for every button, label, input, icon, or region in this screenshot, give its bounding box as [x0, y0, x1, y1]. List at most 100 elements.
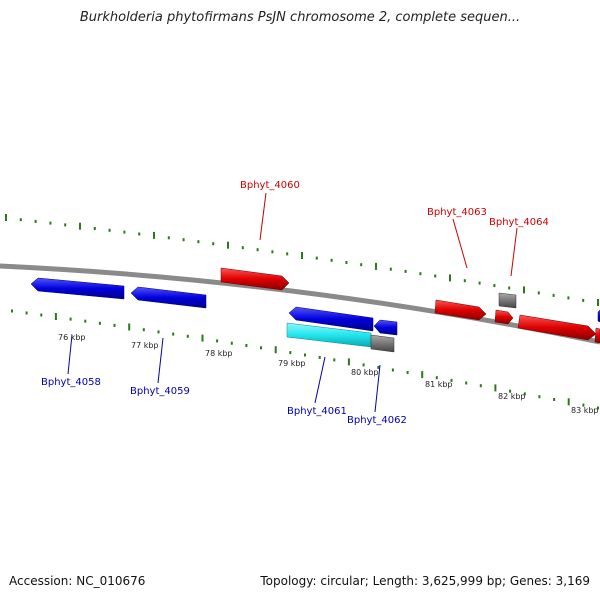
upper-track-minor-tick [360, 263, 363, 267]
gene-Bphyt_4063[interactable] [434, 299, 487, 321]
upper-track-minor-tick [404, 269, 407, 273]
upper-track-major-tick [79, 222, 81, 230]
upper-track-minor-tick [212, 242, 215, 246]
upper-track-major-tick [301, 252, 303, 259]
upper-track-major-tick [227, 241, 229, 249]
chromosome-backbone [0, 263, 600, 345]
lower-track-minor-tick [523, 392, 526, 396]
label-Bphyt_4064[interactable]: Bphyt_4064 [489, 217, 549, 228]
lower-track-minor-tick [406, 371, 409, 374]
upper-track-minor-tick [197, 240, 200, 244]
lower-track-minor-tick [391, 368, 394, 372]
label-Bphyt_4062[interactable]: Bphyt_4062 [347, 415, 407, 426]
lower-track-minor-tick [538, 395, 541, 399]
upper-track-minor-tick [271, 250, 274, 254]
lower-track-minor-tick [304, 353, 306, 357]
gene-Bphyt_4063-feature[interactable] [498, 292, 517, 309]
upper-track-minor-tick [19, 218, 22, 222]
lower-track-minor-tick [230, 341, 233, 345]
gene-features[interactable] [30, 267, 600, 353]
label-Bphyt_4059[interactable]: Bphyt_4059 [130, 386, 190, 397]
upper-track-minor-tick [167, 236, 170, 240]
upper-track-major-tick [5, 214, 7, 221]
gene-Bphyt_4062-feature[interactable] [370, 334, 395, 353]
gene-Bphyt_4059[interactable] [130, 286, 207, 309]
scale-label: 81 kbp [425, 380, 453, 389]
lower-track-minor-tick [597, 406, 599, 410]
lower-track-major-tick [494, 384, 497, 392]
gene-Bphyt_4061[interactable] [288, 306, 374, 332]
lower-track-minor-tick [582, 403, 585, 407]
upper-track-minor-tick [419, 272, 422, 276]
upper-track-minor-tick [123, 230, 126, 234]
upper-track-minor-tick [49, 221, 52, 225]
label-Bphyt_4061[interactable]: Bphyt_4061 [287, 406, 347, 417]
gene-Bphyt_4060[interactable] [220, 267, 290, 291]
connector-Bphyt_4062 [374, 364, 381, 413]
upper-track-minor-tick [182, 238, 185, 242]
lower-track-minor-tick [245, 344, 248, 347]
upper-track-major-tick [153, 231, 155, 239]
gene-next-forward[interactable] [517, 314, 597, 341]
accession-info: Accession: NC_010676 [9, 574, 146, 588]
gene-labels: Bphyt_4058 Bphyt_4059 Bphyt_4060 Bphyt_4… [41, 180, 549, 426]
scale-label: 83 kbp [571, 406, 599, 415]
lower-track-major-tick [347, 358, 350, 366]
gene-next-forward-2[interactable] [594, 327, 600, 344]
lower-track-minor-tick [98, 321, 101, 325]
lower-track-minor-tick [69, 317, 72, 321]
upper-track-minor-tick [345, 261, 348, 264]
lower-track-minor-tick [216, 339, 219, 343]
label-Bphyt_4058[interactable]: Bphyt_4058 [41, 377, 101, 388]
gene-Bphyt_4064[interactable] [494, 309, 514, 325]
upper-track-major-tick [523, 286, 525, 294]
lower-track-minor-tick [172, 332, 175, 336]
lower-track-minor-tick [142, 328, 145, 332]
lower-track-minor-tick [465, 381, 468, 385]
lower-track-major-tick [274, 346, 277, 354]
scale-label: 78 kbp [205, 349, 233, 358]
lower-track-major-tick [201, 334, 204, 342]
lower-track-major-tick [128, 323, 131, 331]
upper-track-minor-tick [241, 246, 244, 250]
upper-track-minor-tick [256, 248, 259, 252]
upper-track-minor-tick [34, 219, 37, 223]
upper-tick-track [5, 214, 599, 306]
lower-track-minor-tick [40, 313, 43, 317]
connector-Bphyt_4059 [157, 337, 164, 384]
connector-Bphyt_4060 [259, 192, 267, 241]
label-Bphyt_4063[interactable]: Bphyt_4063 [427, 207, 487, 218]
upper-track-minor-tick [552, 293, 555, 297]
lower-track-minor-tick [479, 384, 482, 388]
upper-track-minor-tick [434, 274, 437, 278]
sequence-summary: Topology: circular; Length: 3,625,999 bp… [260, 574, 590, 588]
connector-Bphyt_4063 [452, 218, 468, 269]
upper-track-minor-tick [582, 298, 585, 302]
lower-track-minor-tick [84, 319, 87, 323]
gene-Bphyt_4062[interactable] [373, 319, 398, 336]
lower-track-minor-tick [11, 309, 13, 313]
gene-Bphyt_4058[interactable] [30, 277, 125, 300]
lower-track-minor-tick [260, 346, 262, 350]
upper-track-minor-tick [138, 232, 141, 236]
scale-label: 80 kbp [351, 368, 379, 377]
upper-track-minor-tick [315, 256, 318, 260]
lower-track-minor-tick [289, 351, 292, 355]
connector-Bphyt_4064 [510, 227, 518, 277]
lower-track-minor-tick [157, 330, 160, 334]
lower-track-minor-tick [362, 363, 365, 367]
scale-label: 82 kbp [498, 392, 526, 401]
lower-track-major-tick [54, 313, 57, 320]
label-Bphyt_4060[interactable]: Bphyt_4060 [240, 180, 300, 191]
lower-track-minor-tick [25, 311, 28, 315]
upper-track-minor-tick [64, 223, 67, 227]
upper-track-minor-tick [93, 227, 96, 230]
lower-track-minor-tick [377, 365, 380, 369]
scale-label: 79 kbp [278, 359, 306, 368]
map-title: Burkholderia phytofirmans PsJN chromosom… [79, 10, 521, 25]
upper-track-major-tick [449, 274, 451, 282]
lower-track-minor-tick [186, 334, 189, 338]
lower-track-major-tick [567, 398, 570, 406]
lower-track-major-tick [421, 371, 424, 379]
